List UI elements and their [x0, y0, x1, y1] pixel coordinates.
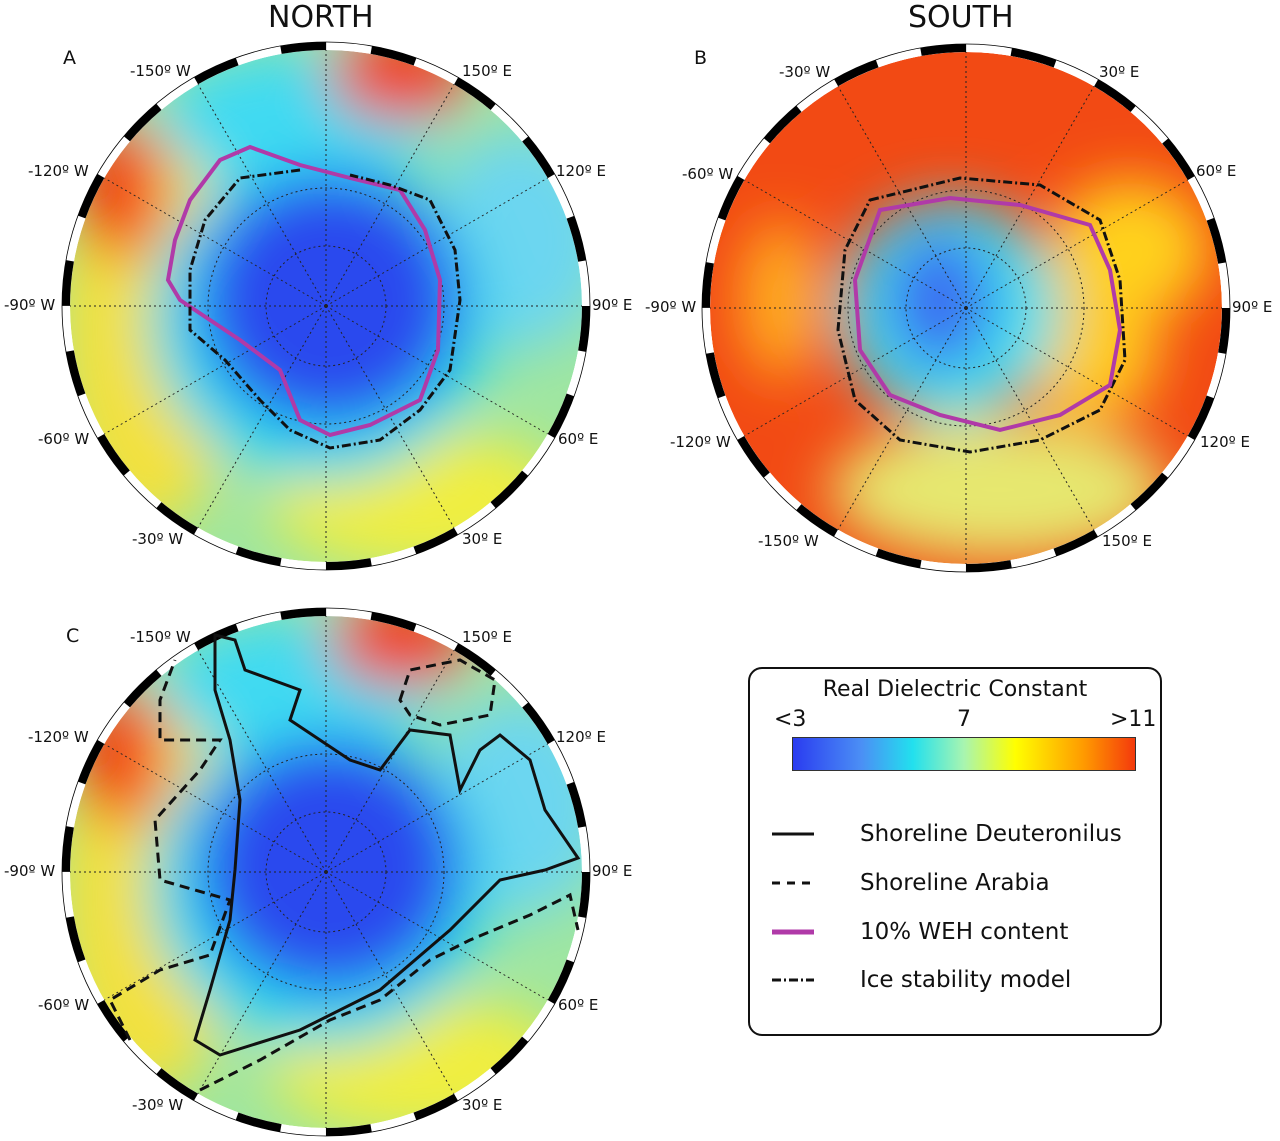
title-south: SOUTH: [908, 0, 1014, 35]
legend-item-arabia: Shoreline Arabia: [768, 870, 1148, 900]
legend-title: Real Dielectric Constant: [822, 677, 1088, 702]
title-north: NORTH: [268, 0, 374, 35]
longitude-label: 150º E: [1102, 532, 1152, 550]
longitude-label: 150º E: [462, 62, 512, 80]
legend-label: 10% WEH content: [860, 919, 1069, 945]
colorbar-mid: 7: [957, 707, 971, 732]
longitude-label: -150º W: [758, 532, 819, 550]
parallel-circle: [207, 187, 445, 425]
longitude-label: -60º W: [38, 996, 90, 1014]
longitude-label: 120º E: [556, 162, 606, 180]
solid-line-icon: [772, 832, 814, 836]
map-frame-ticks: [62, 42, 590, 570]
shoreline-deuteronilus-c: [193, 633, 581, 1057]
longitude-label: -30º W: [132, 1096, 184, 1114]
legend-label: Shoreline Deuteronilus: [860, 821, 1122, 847]
longitude-label: -60º W: [682, 165, 734, 183]
colorbar: [792, 737, 1136, 771]
weh-contour-b: [852, 195, 1123, 433]
map-b-south: [710, 52, 1222, 564]
legend-item-ice: Ice stability model: [768, 967, 1148, 997]
longitude-label: 90º E: [592, 296, 633, 314]
longitude-label: 150º E: [462, 628, 512, 646]
colorbar-max: >11: [1110, 707, 1157, 732]
legend-item-weh: 10% WEH content: [768, 919, 1148, 949]
legend: Real Dielectric Constant <3 7 >11 Shorel…: [748, 667, 1162, 1036]
shoreline-arabia-c-east: [199, 892, 580, 1092]
ice-stability-b: [836, 176, 1127, 454]
map-a-north: [70, 50, 582, 562]
ice-stability-a: [188, 168, 462, 450]
parallel-circle: [905, 247, 1027, 369]
panel-letter-c: C: [66, 625, 80, 647]
map-frame-ticks: [62, 608, 590, 1136]
longitude-label: -150º W: [130, 628, 191, 646]
shoreline-arabia-c-ne: [398, 658, 497, 727]
map-frame-outline: [61, 41, 591, 571]
longitude-label: 120º E: [556, 728, 606, 746]
longitude-label: 90º E: [592, 862, 633, 880]
longitude-label: -30º W: [779, 63, 831, 81]
longitude-label: -120º W: [670, 433, 731, 451]
graticules: [61, 41, 1231, 1137]
longitude-label: 30º E: [462, 530, 503, 548]
dashdot-line-icon: [772, 978, 814, 982]
longitude-label: 30º E: [462, 1096, 503, 1114]
colorbar-min: <3: [774, 707, 807, 732]
legend-item-deuteronilus: Shoreline Deuteronilus: [768, 821, 1148, 851]
longitude-label: 120º E: [1200, 433, 1250, 451]
longitude-label: -120º W: [28, 728, 89, 746]
longitude-label: -90º W: [4, 296, 56, 314]
longitude-label: 30º E: [1099, 63, 1140, 81]
longitude-label: 60º E: [558, 996, 599, 1014]
map-frame-outline: [61, 607, 591, 1137]
map-frame-outline: [701, 43, 1231, 573]
longitude-label: 60º E: [1196, 162, 1237, 180]
dashed-line-icon: [772, 881, 814, 885]
panel-letter-a: A: [63, 47, 76, 69]
parallel-circle: [847, 189, 1085, 427]
magenta-line-icon: [772, 929, 814, 935]
legend-label: Shoreline Arabia: [860, 870, 1050, 896]
legend-label: Ice stability model: [860, 967, 1072, 993]
longitude-label: -150º W: [130, 62, 191, 80]
longitude-label: 90º E: [1232, 298, 1273, 316]
longitude-label: -90º W: [4, 862, 56, 880]
parallel-circle: [207, 753, 445, 991]
longitude-label: 60º E: [558, 430, 599, 448]
parallel-circle: [265, 245, 387, 367]
longitude-label: -90º W: [645, 298, 697, 316]
longitude-label: -30º W: [132, 530, 184, 548]
map-frame-ticks: [702, 44, 1230, 572]
longitude-label: -120º W: [28, 162, 89, 180]
panel-letter-b: B: [694, 47, 708, 69]
longitude-label: -60º W: [38, 430, 90, 448]
shoreline-arabia-c: [108, 659, 232, 1041]
parallel-circle: [265, 811, 387, 933]
